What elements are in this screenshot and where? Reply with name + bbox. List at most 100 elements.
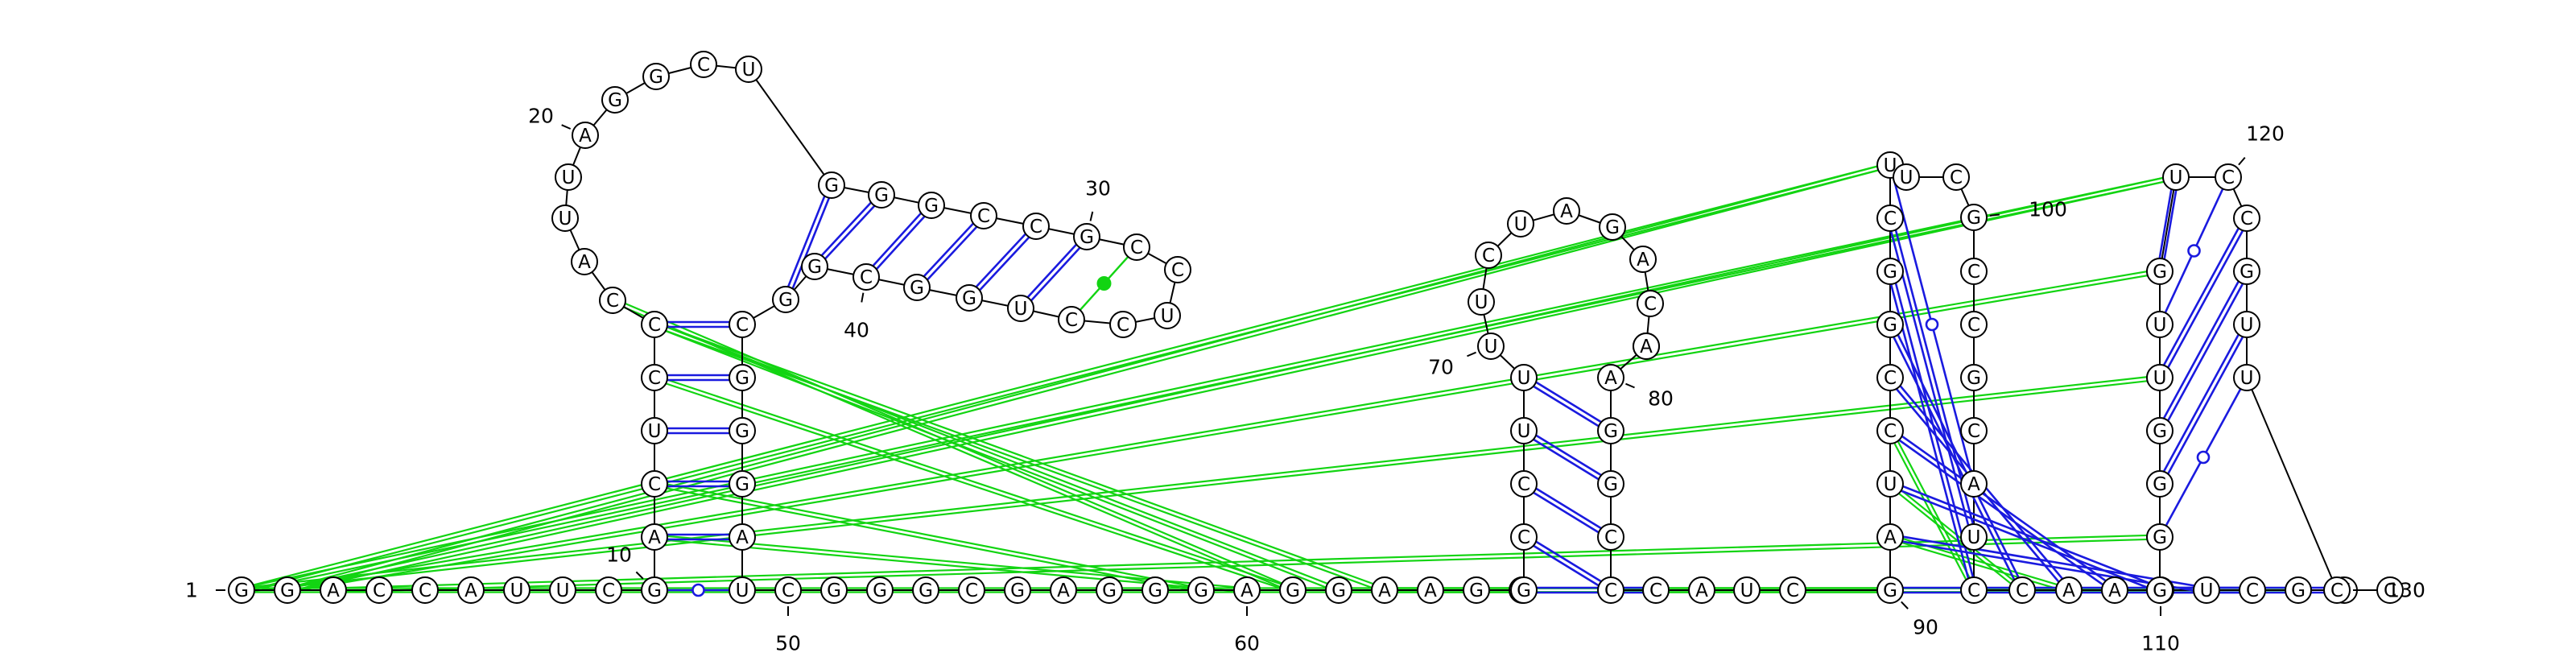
nucleotide-circle <box>1233 576 1261 604</box>
nucleotide-circle <box>2008 576 2036 604</box>
pair-bond-line <box>1535 487 1602 530</box>
nucleotide-48: C <box>774 576 802 604</box>
base-pair-canonical <box>975 233 1030 291</box>
nucleotide-87: U <box>1733 576 1761 604</box>
nucleotide-letter: C <box>1967 315 1980 336</box>
tertiary-line <box>242 378 2161 593</box>
nucleotide-letter: U <box>1517 368 1531 389</box>
nucleotide-circle <box>411 576 439 604</box>
nucleotide-circle <box>228 576 255 604</box>
nucleotide-61: A <box>1371 576 1398 604</box>
base-pair-canonical <box>923 222 978 281</box>
nucleotide-letter: G <box>2153 580 2167 601</box>
nucleotide-54: A <box>1050 576 1077 604</box>
nucleotide-circle <box>1510 470 1538 498</box>
nucleotide-circle <box>1637 290 1664 317</box>
nucleotide-31: C <box>1123 233 1150 261</box>
nucleotide-46: A <box>729 523 756 551</box>
nucleotide-71: U <box>1468 288 1495 316</box>
nucleotide-123: G <box>2146 258 2174 285</box>
wobble-marker <box>1925 317 1939 332</box>
tertiary-line <box>653 325 1339 593</box>
nucleotide-circle <box>2323 576 2351 604</box>
position-label-130: 130 <box>2353 579 2425 602</box>
nucleotide-letter: G <box>735 368 749 389</box>
nucleotide-letter: C <box>1967 262 1980 283</box>
wobble-marker <box>691 583 705 597</box>
nucleotide-circle <box>641 417 668 444</box>
nucleotide-letter: C <box>1517 527 1530 548</box>
tertiary-line <box>654 485 1201 593</box>
nucleotide-letter: C <box>965 580 978 601</box>
nucleotide-120: G <box>2146 417 2174 444</box>
nucleotide-letter: G <box>2153 262 2167 283</box>
nucleotide-letter: A <box>1560 201 1573 222</box>
base-pair-canonical <box>667 533 729 541</box>
nucleotide-circle <box>958 576 985 604</box>
nucleotide-95: G <box>1876 258 1904 285</box>
nucleotide-25: G <box>818 171 845 199</box>
nucleotide-94: G <box>1876 311 1904 338</box>
nucleotide-37: G <box>956 284 983 312</box>
nucleotide-circle <box>1417 576 1444 604</box>
tertiary-interaction <box>287 268 2161 593</box>
nucleotide-65: G <box>1510 576 1538 604</box>
nucleotide-3: A <box>320 576 347 604</box>
nucleotide-57: G <box>1187 576 1215 604</box>
pair-bond-line <box>1535 434 1602 477</box>
tertiary-line <box>332 534 2160 589</box>
position-label-90: 90 <box>1901 601 1938 639</box>
nucleotide-letter: G <box>2291 580 2306 601</box>
nucleotide-letter: U <box>1884 155 1897 176</box>
pair-bond-line <box>2158 189 2173 258</box>
nucleotide-letter: C <box>1950 167 1963 188</box>
nucleotide-55: G <box>1096 576 1123 604</box>
nucleotide-18: U <box>551 204 579 232</box>
tertiary-line <box>333 538 2161 593</box>
nucleotide-letter: C <box>2384 580 2396 601</box>
nucleotide-91: U <box>1876 470 1904 498</box>
nucleotide-letter: U <box>1014 299 1028 320</box>
backbone-link <box>2246 377 2338 591</box>
nucleotide-66: C <box>1510 523 1538 551</box>
nucleotide-letter: G <box>874 185 889 206</box>
nucleotide-89: G <box>1876 576 1904 604</box>
nucleotide-letter: A <box>1884 527 1897 548</box>
position-number: 90 <box>1913 616 1938 639</box>
nucleotide-letter: A <box>2062 580 2075 601</box>
nucleotide-1: G <box>228 576 255 604</box>
position-label-40: 40 <box>844 292 869 342</box>
nucleotide-98: U <box>1893 163 1920 191</box>
nucleotide-letter: G <box>919 580 933 601</box>
pair-bond-line <box>1030 246 1081 302</box>
nucleotide-letter: A <box>2108 580 2121 601</box>
nucleotide-105: A <box>1960 470 1988 498</box>
nucleotide-letter: G <box>2153 421 2167 442</box>
nucleotide-letter: C <box>736 315 749 336</box>
nucleotide-circle <box>320 576 347 604</box>
nucleotide-circle <box>1279 576 1307 604</box>
base-pair-canonical <box>1537 586 1643 594</box>
nucleotide-circle <box>1371 576 1398 604</box>
nucleotide-83: C <box>1597 523 1624 551</box>
nucleotide-circle <box>555 163 582 191</box>
tertiary-interaction <box>653 321 1340 593</box>
tertiary-line <box>1888 485 2022 593</box>
nucleotide-circle <box>2101 576 2128 604</box>
nucleotide-circle <box>1477 333 1505 360</box>
nucleotide-circle <box>1960 364 1988 391</box>
nucleotide-letter: A <box>1640 337 1653 357</box>
nucleotide-circle <box>1599 213 1626 241</box>
nucleotide-circle <box>1960 470 1988 498</box>
nucleotide-26: G <box>868 181 895 209</box>
nucleotide-letter: G <box>1883 580 1897 601</box>
nucleotide-letter: C <box>648 474 661 495</box>
pair-bond-line <box>1889 230 1970 526</box>
nucleotide-letter: C <box>419 580 431 601</box>
nucleotide-letter: A <box>578 252 591 273</box>
nucleotide-circle <box>729 576 756 604</box>
nucleotide-circle <box>365 576 393 604</box>
position-label-50: 50 <box>775 606 801 655</box>
tertiary-interactions-layer <box>241 162 2298 593</box>
nucleotide-96: C <box>1876 204 1904 232</box>
